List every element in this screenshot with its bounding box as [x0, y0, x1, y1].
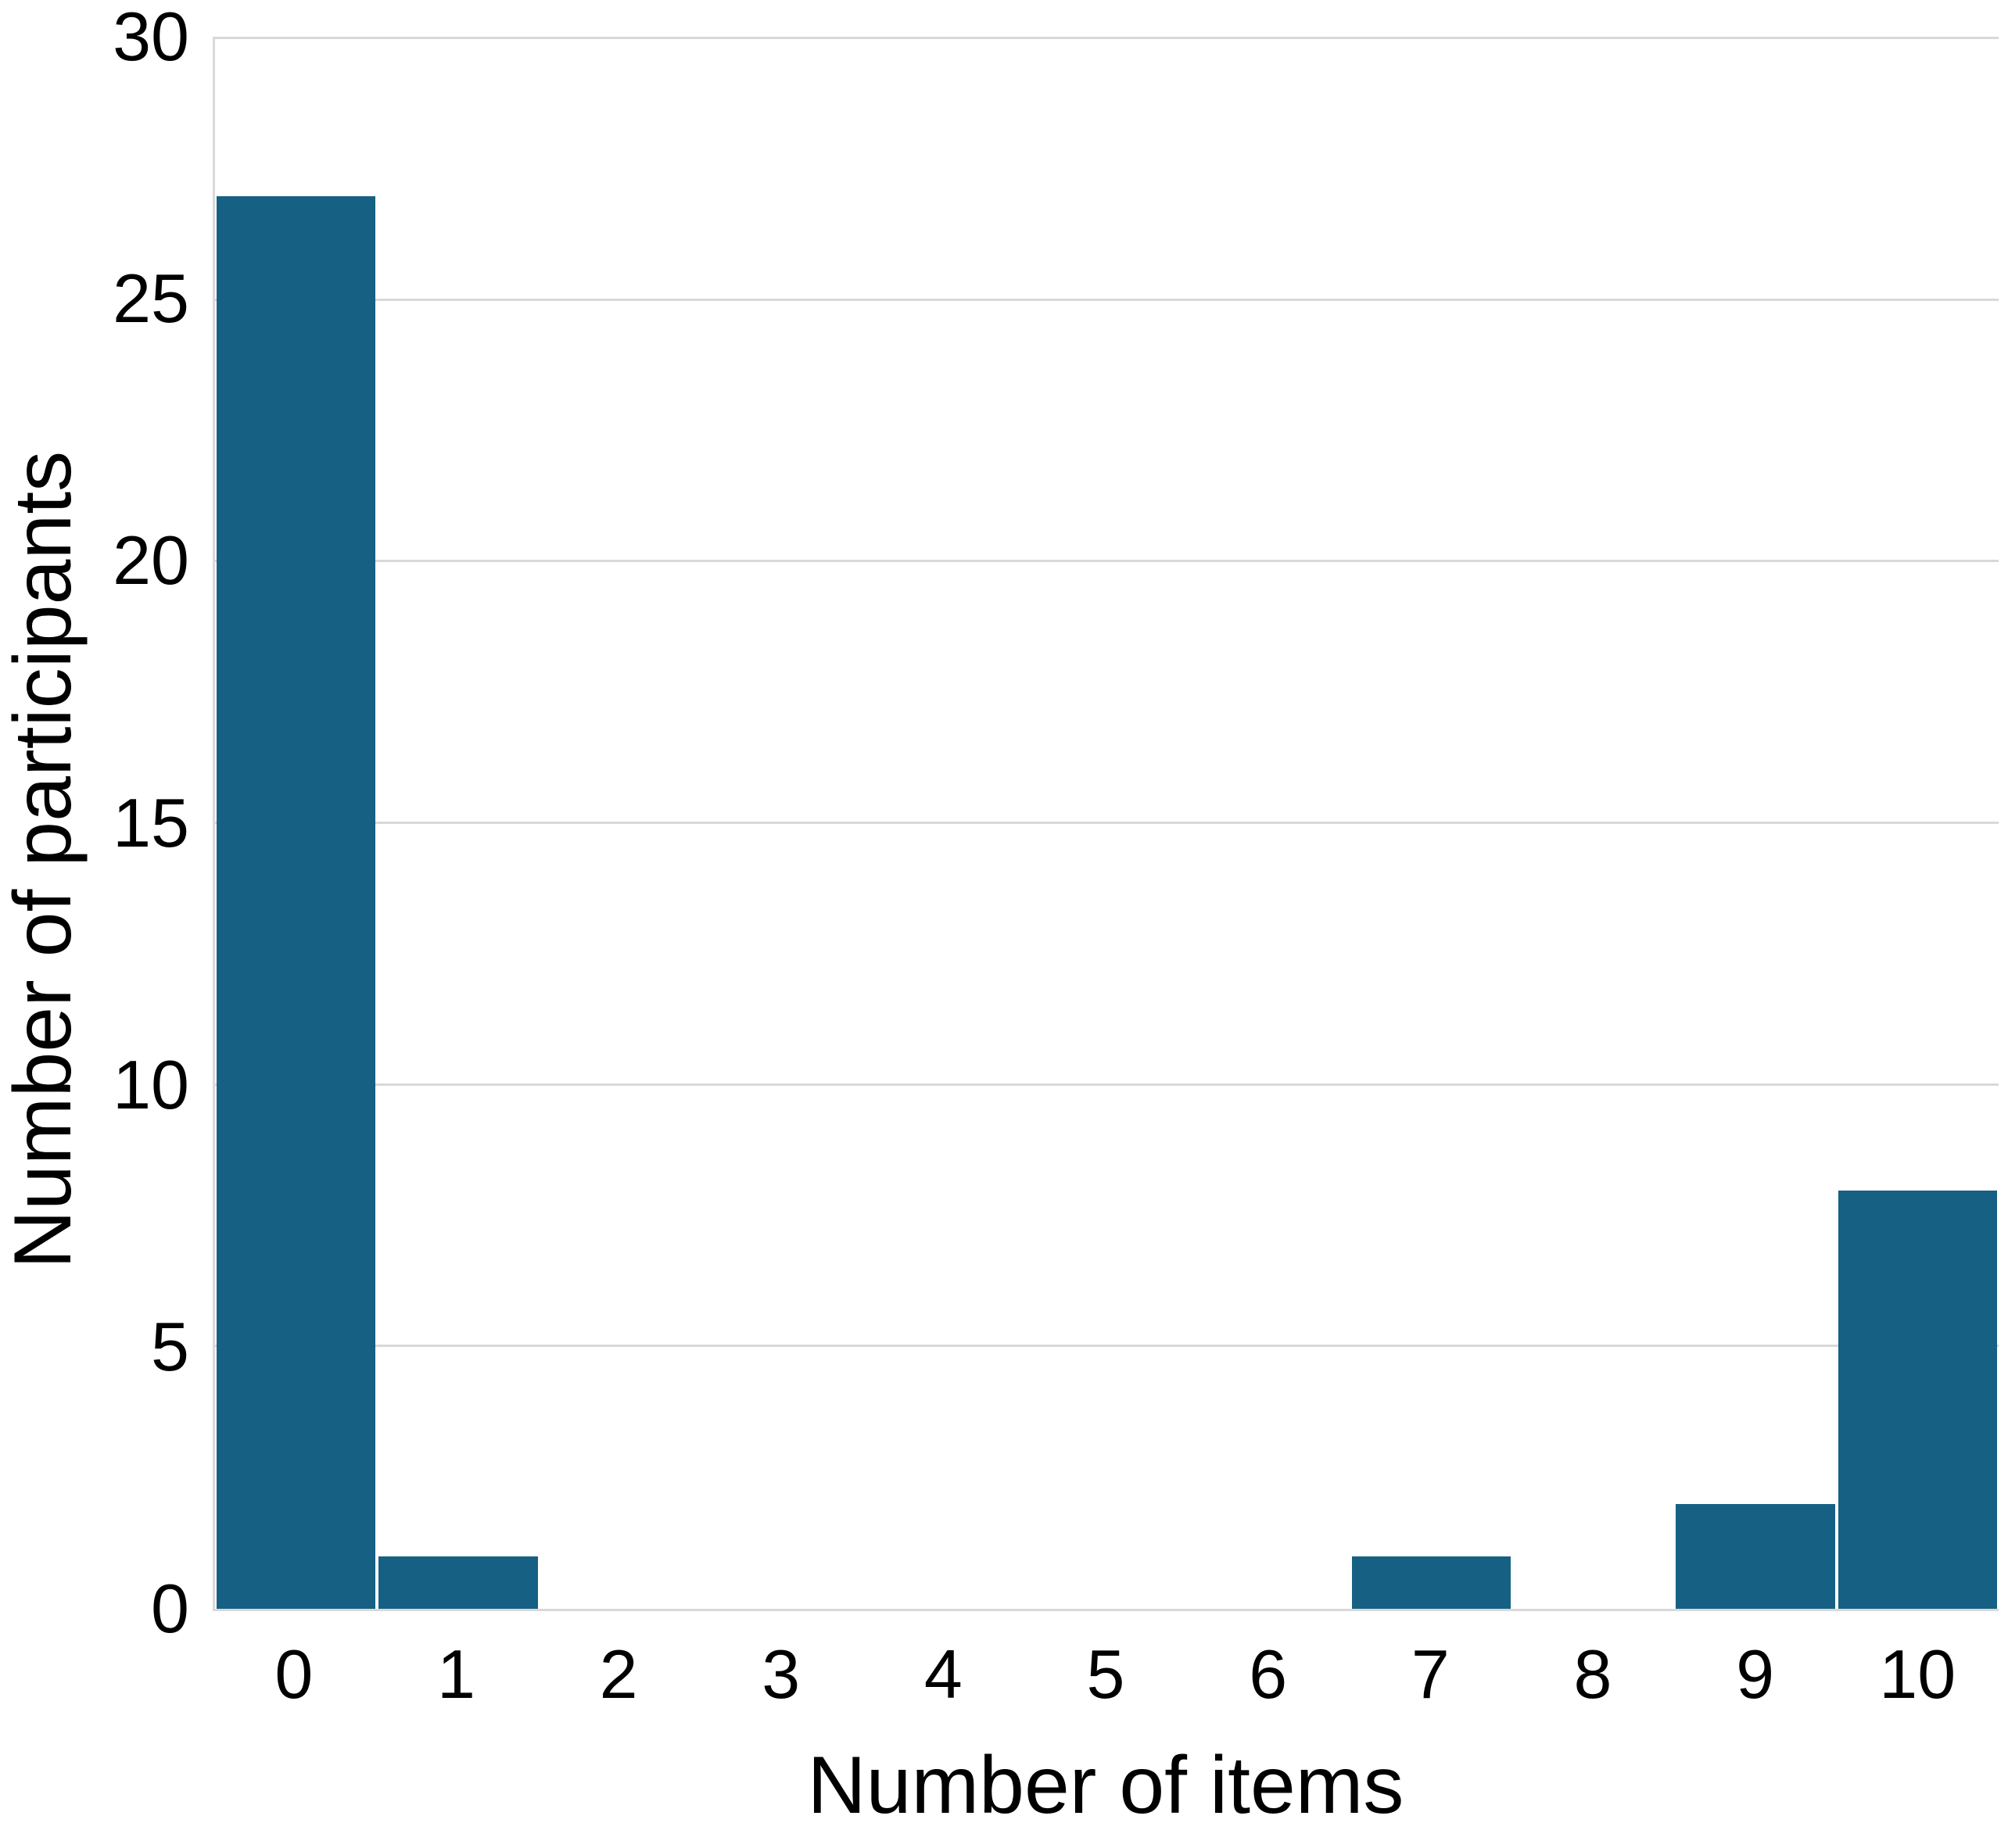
x-tick-label-6: 6 [1249, 1635, 1288, 1713]
y-tick-label-0: 0 [151, 1570, 189, 1647]
gridline-y-10 [215, 1083, 1999, 1086]
bar-slot-2 [540, 39, 701, 1609]
y-tick-label-25: 25 [113, 260, 189, 338]
x-tick-label-1: 1 [436, 1635, 475, 1713]
bar-10 [1838, 1190, 1997, 1609]
x-tick-label-5: 5 [1086, 1635, 1125, 1713]
x-tick-label-4: 4 [923, 1635, 963, 1713]
x-axis-tick-labels: 0 1 2 3 4 5 6 7 8 9 10 [213, 1640, 1999, 1709]
bar-1 [378, 1556, 538, 1609]
gridline-y-5 [215, 1345, 1999, 1348]
y-tick-label-20: 20 [113, 521, 189, 600]
bar-0 [217, 195, 376, 1609]
x-tick-label-7: 7 [1411, 1635, 1450, 1713]
y-axis-tick-labels: 0 5 10 15 20 25 30 [0, 2, 189, 1643]
gridline-y-20 [215, 560, 1999, 563]
bar-9 [1676, 1504, 1835, 1609]
bar-7 [1351, 1556, 1511, 1609]
bar-slot-4 [863, 39, 1025, 1609]
x-tick-label-9: 9 [1736, 1635, 1775, 1713]
gridline-y-25 [215, 298, 1999, 301]
bar-slot-7 [1350, 39, 1512, 1609]
y-tick-label-5: 5 [151, 1307, 189, 1385]
bar-slot-0 [215, 39, 377, 1609]
bar-slot-1 [377, 39, 539, 1609]
bar-slot-5 [1026, 39, 1188, 1609]
x-axis-title: Number of items [807, 1740, 1404, 1831]
y-tick-label-30: 30 [113, 0, 189, 75]
x-tick-label-3: 3 [762, 1635, 801, 1713]
gridline-y-15 [215, 822, 1999, 824]
x-tick-label-8: 8 [1573, 1635, 1612, 1713]
bar-slot-10 [1837, 39, 1999, 1609]
y-tick-label-10: 10 [113, 1045, 189, 1123]
bar-slot-3 [701, 39, 863, 1609]
bar-slot-9 [1674, 39, 1836, 1609]
bar-slot-8 [1512, 39, 1674, 1609]
plot-area [213, 37, 1999, 1611]
x-tick-label-2: 2 [599, 1635, 638, 1713]
bar-slot-6 [1188, 39, 1350, 1609]
y-tick-label-15: 15 [113, 783, 189, 861]
bars-layer [215, 39, 1999, 1609]
x-tick-label-10: 10 [1879, 1635, 1956, 1713]
x-tick-label-0: 0 [274, 1635, 314, 1713]
